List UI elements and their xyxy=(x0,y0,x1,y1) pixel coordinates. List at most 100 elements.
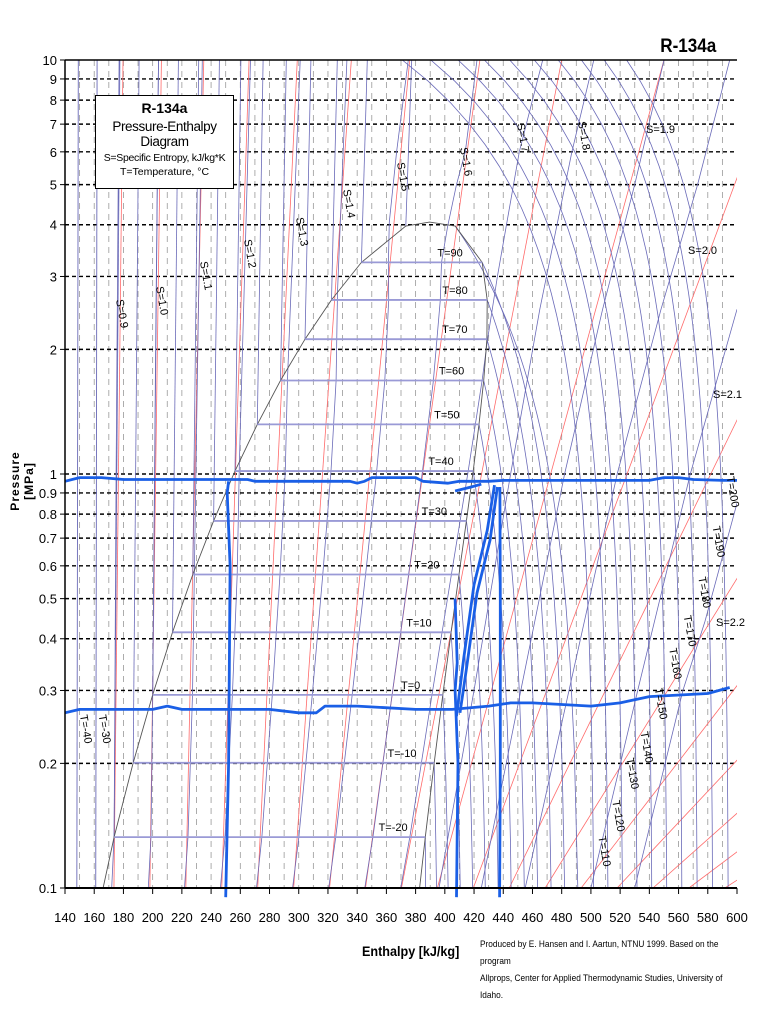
x-tick-label: 140 xyxy=(54,910,76,925)
y-tick-label: 5 xyxy=(50,178,57,193)
y-tick-label: 9 xyxy=(50,72,57,87)
y-tick-label: 4 xyxy=(50,218,57,233)
y-tick-label: 0.2 xyxy=(39,756,57,771)
isotherm-label: T=130 xyxy=(623,757,640,790)
y-tick-label: 6 xyxy=(50,145,57,160)
x-tick-label: 320 xyxy=(317,910,339,925)
credits-line-1: Produced by E. Hansen and I. Aartun, NTN… xyxy=(480,939,719,966)
measured-trace xyxy=(458,486,499,714)
isentrope-line xyxy=(220,60,251,888)
x-tick-label: 460 xyxy=(522,910,544,925)
isotherm-label: T=150 xyxy=(652,687,669,720)
isotherm-liquid-line xyxy=(304,60,312,340)
red-line xyxy=(401,60,563,888)
isotherm-label: T=110 xyxy=(595,835,612,867)
y-tick-label: 0.8 xyxy=(39,507,57,522)
isotherm-label: T=50 xyxy=(434,409,459,421)
isotherm-vapor-line xyxy=(454,225,579,888)
isotherm-label: T=90 xyxy=(437,247,462,259)
isentrope-label: S=1.8 xyxy=(575,120,592,151)
x-tick-label: 520 xyxy=(609,910,631,925)
measured-trace xyxy=(455,484,496,717)
isotherm-label: T=200 xyxy=(724,475,741,508)
x-tick-label: 280 xyxy=(259,910,281,925)
x-tick-label: 420 xyxy=(463,910,485,925)
isotherm-vapor-line xyxy=(466,520,486,888)
isotherm-supercritical-line xyxy=(533,60,668,888)
isentrope-line xyxy=(292,60,348,888)
isotherm-label: T=190 xyxy=(709,525,726,558)
x-tick-label: 540 xyxy=(638,910,660,925)
isotherm-label: T=30 xyxy=(422,506,447,518)
x-axis-label: Enthalpy [kJ/kg] xyxy=(362,943,460,959)
y-tick-label: 10 xyxy=(43,53,57,68)
red-line xyxy=(113,60,124,888)
x-tick-label: 580 xyxy=(697,910,719,925)
isentrope-label: S=1.2 xyxy=(241,238,258,269)
isotherm-vapor-line xyxy=(442,694,449,888)
x-tick-label: 560 xyxy=(668,910,690,925)
measured-trace xyxy=(65,686,731,715)
isotherm-supercritical-line xyxy=(457,60,623,888)
isentrope-line xyxy=(400,60,544,888)
x-tick-label: 180 xyxy=(113,910,135,925)
y-tick-label: 1 xyxy=(50,467,57,482)
isentrope-label: S=2.0 xyxy=(688,245,717,257)
measured-cycle xyxy=(65,476,737,898)
y-tick-label: 8 xyxy=(50,93,57,108)
measured-trace xyxy=(224,481,232,898)
isotherm-label: T=-30 xyxy=(96,714,113,745)
x-tick-label: 440 xyxy=(492,910,514,925)
isotherm-supercritical-line xyxy=(430,60,609,888)
isotherm-label: T=120 xyxy=(609,800,626,833)
isentrope-label: S=1.6 xyxy=(457,146,474,177)
isotherm-supercritical-line xyxy=(603,60,713,888)
isotherm-liquid-line xyxy=(280,60,287,381)
legend-title: R-134a xyxy=(141,100,188,116)
isentrope-line xyxy=(480,60,665,888)
isentrope-label: S=1.1 xyxy=(197,260,214,291)
red-line xyxy=(221,60,250,888)
isotherm-vapor-line xyxy=(472,470,499,888)
axes: 140 160 180 200 220 240 260 280 300 320 340 360 380 4… xyxy=(39,53,748,925)
isotherm-vapor-line xyxy=(458,574,474,888)
isentrope-label: S=2.1 xyxy=(713,389,742,401)
credits: Produced by E. Hansen and I. Aartun, NTN… xyxy=(480,936,745,1004)
isotherm-vapor-line xyxy=(481,262,566,888)
isentrope-label: S=1.5 xyxy=(394,161,411,192)
x-tick-label: 400 xyxy=(434,910,456,925)
x-tick-label: 380 xyxy=(405,910,427,925)
y-tick-label: 0.3 xyxy=(39,683,57,698)
isentrope-line xyxy=(590,309,737,888)
isotherm-vapor-line xyxy=(478,424,512,888)
isentrope-line xyxy=(634,503,737,888)
isotherm-liquid-line xyxy=(76,60,79,888)
legend-subtitle: Pressure-Enthalpy Diagram xyxy=(112,119,217,149)
y-tick-label: 0.9 xyxy=(39,486,57,501)
isotherm-label: T=160 xyxy=(666,647,683,680)
y-tick-label: 0.5 xyxy=(39,592,57,607)
measured-trace xyxy=(498,486,502,898)
red-line xyxy=(293,60,352,888)
red-line xyxy=(688,851,737,888)
isotherm-supercritical-line xyxy=(484,60,638,888)
isotherm-liquid-line xyxy=(331,60,338,300)
red-line xyxy=(185,60,205,888)
x-tick-label: 360 xyxy=(376,910,398,925)
y-axis-label: Pressure [MPa] xyxy=(8,451,36,511)
grid xyxy=(65,60,737,888)
isotherm-vapor-line xyxy=(486,299,552,888)
isotherm-vapor-line xyxy=(486,339,538,888)
measured-trace xyxy=(453,598,460,898)
y-tick-label: 7 xyxy=(50,117,57,132)
y-tick-label: 2 xyxy=(50,342,57,357)
legend-entropy-note: S=Specific Entropy, kJ/kg*K xyxy=(103,152,226,164)
isotherm-label: T=70 xyxy=(442,324,467,336)
isotherm-vapor-line xyxy=(483,380,525,888)
isotherm-liquid-line xyxy=(234,60,242,472)
red-line xyxy=(257,60,298,888)
x-tick-label: 300 xyxy=(288,910,310,925)
y-tick-label: 0.7 xyxy=(39,531,57,546)
isotherm-supercritical-line xyxy=(626,60,729,888)
